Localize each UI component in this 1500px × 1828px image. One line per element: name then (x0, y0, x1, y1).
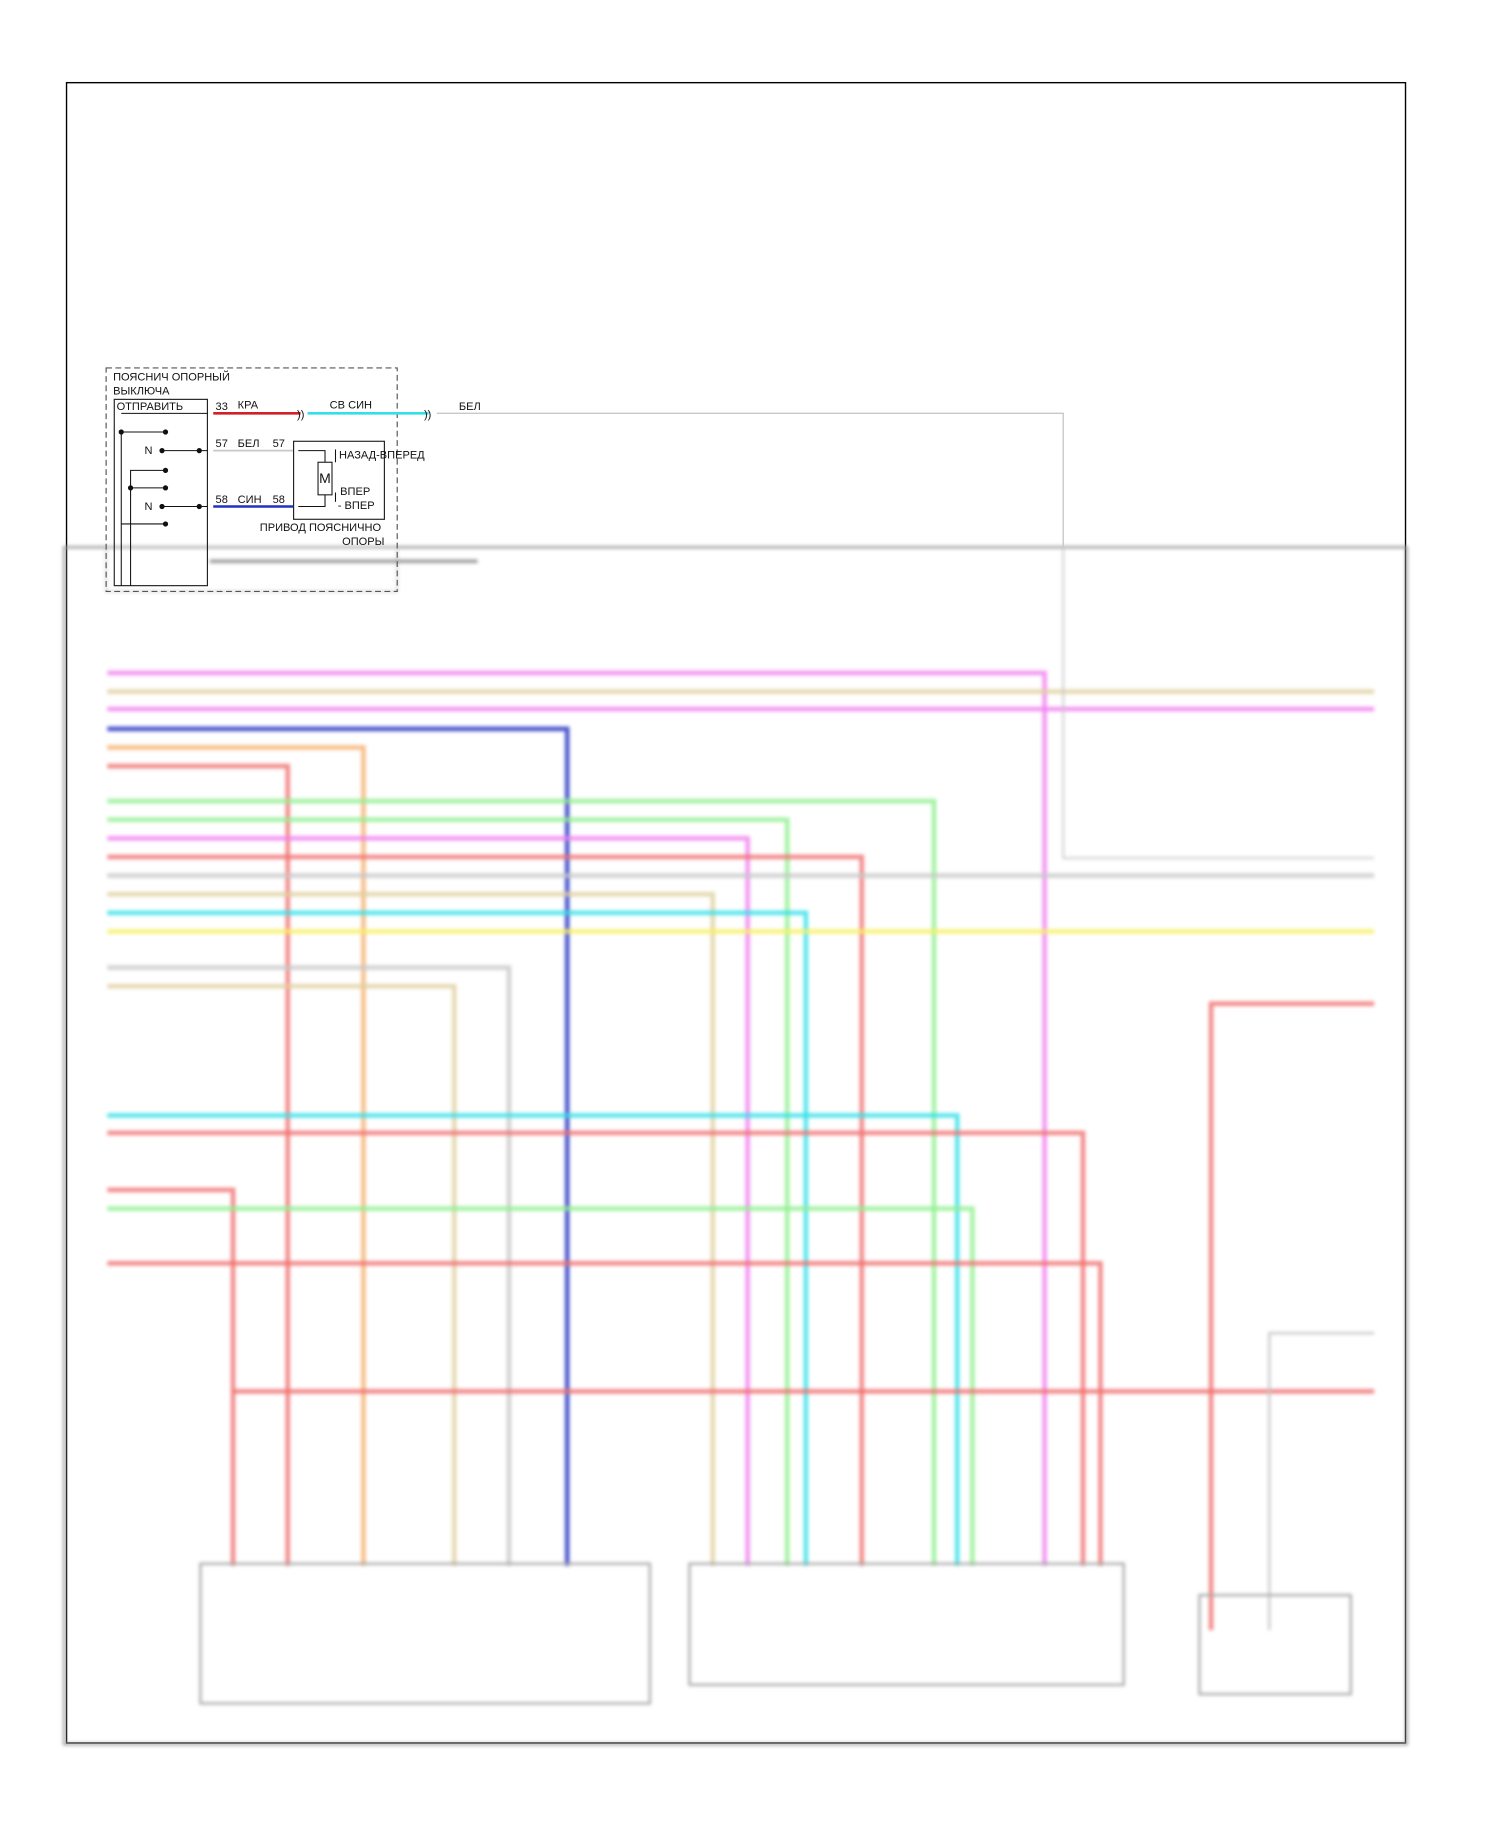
seat-control-module (688, 1562, 1125, 1686)
actuator-caption-2: ОПОРЫ (342, 536, 384, 548)
connector-symbol: )) (297, 409, 304, 421)
lower-frame (63, 546, 1408, 1746)
wire-15 (107, 965, 512, 1567)
wire-33-white (436, 412, 1064, 548)
motor-symbol (298, 449, 337, 508)
actuator-caption-1: ПРИВОД ПОЯСНИЧНО (260, 522, 382, 534)
blurred-lower-diagram (63, 546, 1408, 1746)
wire-right-white (1268, 1331, 1375, 1631)
wire-33-color: КРА (238, 400, 259, 412)
switch-inner-box (113, 398, 209, 587)
send-label: ОТПРАВИТЬ (117, 401, 184, 413)
seat-switch-module (199, 1562, 652, 1705)
switch-contacts (118, 412, 208, 586)
wire-6 (107, 763, 291, 1567)
wire-18 (107, 1130, 1086, 1567)
wire-16 (107, 983, 457, 1567)
wire-58-pin-left: 58 (216, 494, 228, 506)
lumbar-sensor-module (1198, 1593, 1352, 1696)
direction-up-label: НАЗАД-ВПЕРЕД (339, 450, 425, 462)
wire-19 (107, 1187, 236, 1567)
switch-box-lower (105, 546, 398, 593)
wire-57-color: БЕЛ (238, 438, 260, 450)
wire-12 (107, 891, 716, 1567)
wire-17 (107, 1113, 960, 1567)
neutral-label-2: N (145, 501, 153, 513)
wire-57-pin-left: 57 (216, 438, 228, 450)
wire-33-out-color: БЕЛ (459, 401, 481, 413)
wire-right-feed (1208, 1001, 1375, 1631)
wire-10 (107, 854, 865, 1567)
wire-5 (107, 745, 366, 1567)
wire-58-color: СИН (238, 494, 262, 506)
wire-33-cont-color: СВ СИН (330, 400, 372, 412)
switch-title-line2: ВЫКЛЮЧА (113, 386, 170, 398)
wire-58-pin-right: 58 (273, 494, 285, 506)
switch-title-line1: ПОЯСНИЧ ОПОРНЫЙ (113, 371, 230, 384)
direction-down-label-2: - ВПЕР (338, 500, 375, 512)
wire-7 (107, 798, 937, 1567)
direction-down-label-1: ВПЕР (340, 486, 370, 498)
wire-9 (107, 835, 750, 1567)
wire-33-pin: 33 (216, 401, 228, 413)
wire-white-continuation (1062, 547, 1375, 859)
lumbar-switch-section: ПОЯСНИЧ ОПОРНЫЙ ВЫКЛЮЧА ОТПРАВИТЬ N N 33… (105, 367, 1064, 593)
wire-4 (107, 726, 570, 1567)
wire-20 (107, 1206, 975, 1567)
neutral-label-1: N (145, 445, 153, 457)
wire-21 (107, 1260, 1103, 1567)
wire-13 (107, 910, 809, 1567)
wire-57-pin-right: 57 (273, 438, 285, 450)
wire-8 (107, 817, 790, 1567)
actuator-box (293, 440, 385, 520)
lumbar-switch-dashed-box (105, 367, 398, 593)
motor-label: M (319, 470, 331, 486)
wire-1 (107, 670, 1047, 1567)
connector-symbol: )) (424, 409, 431, 421)
